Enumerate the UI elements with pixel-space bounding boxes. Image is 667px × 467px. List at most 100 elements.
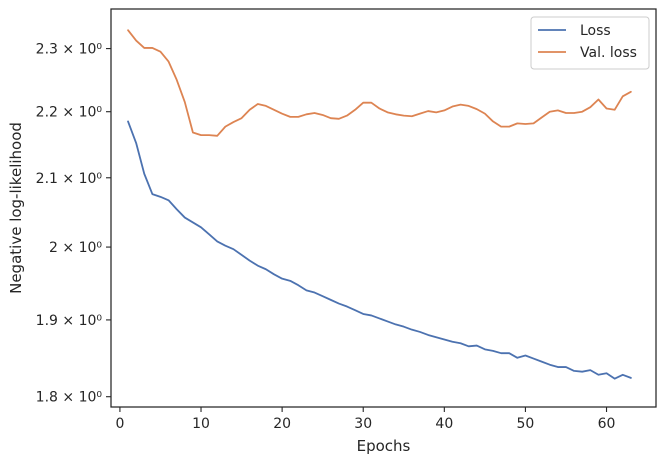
data-point	[192, 222, 194, 224]
data-point	[370, 102, 372, 104]
data-point	[241, 117, 243, 119]
data-point	[541, 361, 543, 363]
data-point	[297, 116, 299, 118]
data-point	[468, 105, 470, 107]
data-point	[427, 334, 429, 336]
data-point	[606, 108, 608, 110]
data-point	[508, 126, 510, 128]
data-point	[330, 299, 332, 301]
data-point	[362, 313, 364, 315]
data-point	[135, 142, 137, 144]
data-point	[525, 123, 527, 125]
y-tick-label: 2.3 × 10⁰	[36, 42, 103, 58]
x-tick-label: 40	[435, 416, 453, 432]
series-line-val-loss	[127, 29, 632, 137]
data-point	[224, 245, 226, 247]
data-point	[452, 106, 454, 108]
data-point	[516, 122, 518, 124]
data-point	[249, 260, 251, 262]
data-point	[224, 126, 226, 128]
data-point	[208, 134, 210, 136]
data-point	[403, 326, 405, 328]
data-point	[581, 371, 583, 373]
data-point	[265, 105, 267, 107]
data-point	[565, 366, 567, 368]
y-axis-ticks: 1.8 × 10⁰ 1.9 × 10⁰ 2 × 10⁰ 2.1 × 10⁰ 2.2 × …	[36, 42, 111, 406]
data-point	[395, 113, 397, 115]
data-point	[557, 366, 559, 368]
data-point	[127, 121, 129, 123]
series-line-loss	[127, 120, 632, 380]
series-lines	[127, 29, 632, 380]
y-tick-label: 1.8 × 10⁰	[36, 390, 103, 406]
legend-label-val-loss: Val. loss	[580, 45, 637, 61]
data-point	[151, 47, 153, 49]
y-tick-label: 1.9 × 10⁰	[36, 313, 103, 329]
data-point	[614, 378, 616, 380]
data-point	[200, 226, 202, 228]
data-point	[435, 336, 437, 338]
x-tick-label: 60	[598, 416, 616, 432]
data-point	[500, 126, 502, 128]
data-point	[362, 102, 364, 104]
data-point	[354, 309, 356, 311]
data-point	[460, 342, 462, 344]
data-point	[419, 331, 421, 333]
data-point	[330, 117, 332, 119]
x-tick-label: 10	[192, 416, 210, 432]
data-point	[200, 134, 202, 136]
y-tick-label: 2 × 10⁰	[49, 240, 102, 256]
data-point	[598, 374, 600, 376]
data-point	[622, 374, 624, 376]
data-point	[549, 111, 551, 113]
data-point	[216, 135, 218, 137]
data-point	[233, 248, 235, 250]
data-point	[573, 370, 575, 372]
data-point	[160, 196, 162, 198]
data-point	[500, 352, 502, 354]
data-point	[257, 265, 259, 267]
data-point	[127, 29, 129, 31]
data-point	[265, 268, 267, 270]
data-point	[598, 99, 600, 101]
data-point	[281, 278, 283, 280]
data-point	[387, 321, 389, 323]
x-tick-label: 0	[115, 416, 124, 432]
data-point	[354, 109, 356, 111]
data-point	[533, 358, 535, 360]
data-point	[281, 113, 283, 115]
data-point	[241, 254, 243, 256]
data-point	[630, 377, 632, 379]
data-point	[314, 292, 316, 294]
data-point	[306, 289, 308, 291]
data-point	[630, 91, 632, 93]
data-point	[135, 40, 137, 42]
data-point	[143, 173, 145, 175]
data-point	[346, 306, 348, 308]
y-tick-label: 2.1 × 10⁰	[36, 171, 103, 187]
data-point	[411, 115, 413, 117]
data-point	[395, 324, 397, 326]
data-point	[443, 110, 445, 112]
data-point	[168, 61, 170, 63]
data-point	[484, 348, 486, 350]
data-point	[184, 217, 186, 219]
data-point	[273, 109, 275, 111]
data-point	[216, 241, 218, 243]
data-point	[476, 345, 478, 347]
data-point	[541, 117, 543, 119]
data-point	[565, 112, 567, 114]
plot-area	[110, 8, 657, 408]
data-point	[257, 103, 259, 105]
x-tick-label: 20	[273, 416, 291, 432]
data-point	[549, 364, 551, 366]
y-tick-label: 2.2 × 10⁰	[36, 105, 103, 121]
data-point	[346, 115, 348, 117]
data-point	[208, 233, 210, 235]
data-point	[314, 112, 316, 114]
data-point	[606, 372, 608, 374]
data-point	[468, 345, 470, 347]
data-point	[516, 357, 518, 359]
data-point	[379, 108, 381, 110]
